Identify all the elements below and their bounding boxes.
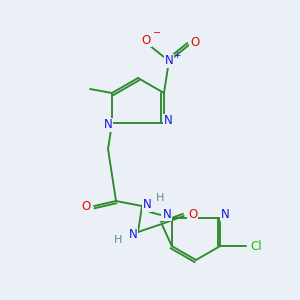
Text: N: N <box>142 199 152 212</box>
Text: +: + <box>173 50 181 59</box>
Text: O: O <box>81 200 91 212</box>
Text: N: N <box>164 115 172 128</box>
Text: N: N <box>221 208 230 220</box>
Text: N: N <box>103 118 112 131</box>
Text: H: H <box>114 235 122 245</box>
Text: N: N <box>129 229 137 242</box>
Text: Cl: Cl <box>250 239 262 253</box>
Text: O: O <box>188 208 197 220</box>
Text: O: O <box>141 34 151 46</box>
Text: H: H <box>156 193 164 203</box>
Text: O: O <box>190 35 200 49</box>
Text: −: − <box>153 28 161 38</box>
Text: N: N <box>165 55 173 68</box>
Text: N: N <box>162 208 171 220</box>
